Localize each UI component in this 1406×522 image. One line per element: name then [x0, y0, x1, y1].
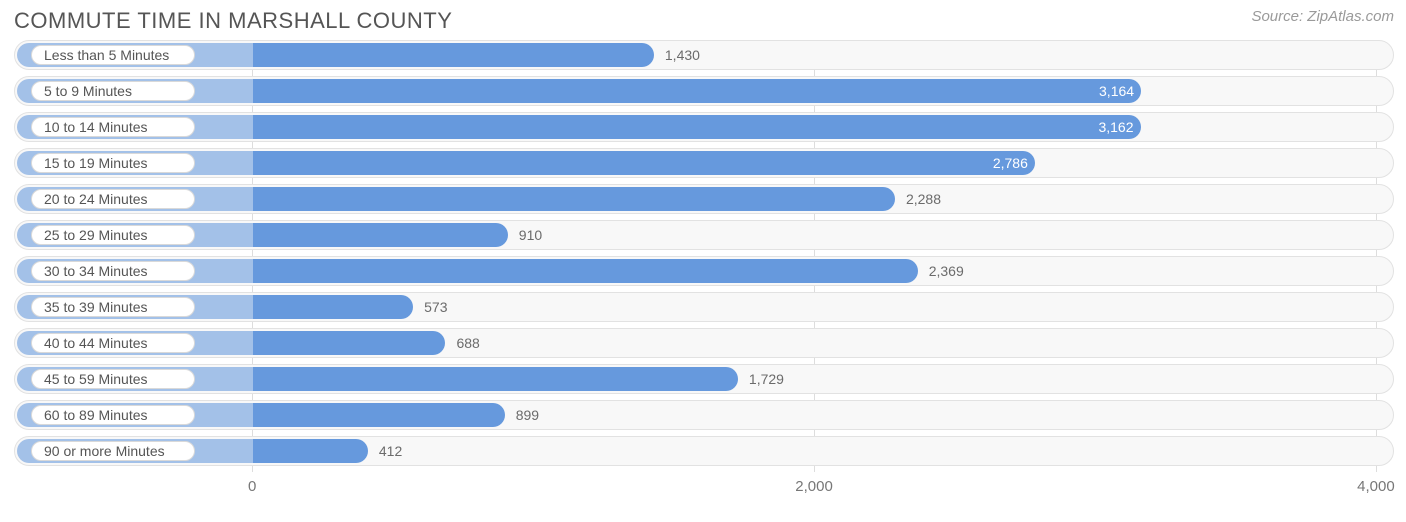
bar-row: Less than 5 Minutes 1,430 — [14, 40, 1394, 70]
category-label: 60 to 89 Minutes — [44, 407, 148, 423]
category-pill: 60 to 89 Minutes — [31, 405, 195, 425]
category-pill: 25 to 29 Minutes — [31, 225, 195, 245]
bar-row: 25 to 29 Minutes 910 — [14, 220, 1394, 250]
category-label: 45 to 59 Minutes — [44, 371, 148, 387]
category-pill: 5 to 9 Minutes — [31, 81, 195, 101]
category-pill: 35 to 39 Minutes — [31, 297, 195, 317]
category-label: 90 or more Minutes — [44, 443, 165, 459]
value-label: 688 — [456, 329, 479, 357]
category-label: 15 to 19 Minutes — [44, 155, 148, 171]
value-label: 3,164 — [1099, 77, 1134, 105]
bar-row: 35 to 39 Minutes 573 — [14, 292, 1394, 322]
bar-row: 20 to 24 Minutes 2,288 — [14, 184, 1394, 214]
category-pill: 40 to 44 Minutes — [31, 333, 195, 353]
bar-row: 10 to 14 Minutes 3,162 — [14, 112, 1394, 142]
category-label: 30 to 34 Minutes — [44, 263, 148, 279]
value-label: 2,288 — [906, 185, 941, 213]
category-label: Less than 5 Minutes — [44, 47, 169, 63]
bar-row: 30 to 34 Minutes 2,369 — [14, 256, 1394, 286]
x-tick-label: 0 — [248, 478, 256, 495]
value-label: 1,430 — [665, 41, 700, 69]
category-pill: 15 to 19 Minutes — [31, 153, 195, 173]
category-pill: 45 to 59 Minutes — [31, 369, 195, 389]
x-tick-label: 2,000 — [795, 478, 833, 495]
value-label: 899 — [516, 401, 539, 429]
value-label: 910 — [519, 221, 542, 249]
value-label: 1,729 — [749, 365, 784, 393]
category-pill: 30 to 34 Minutes — [31, 261, 195, 281]
bars-wrap: Less than 5 Minutes 1,430 5 to 9 Minutes 3,… — [14, 40, 1394, 498]
x-axis: 0 2,000 4,000 — [14, 476, 1394, 498]
bar-row: 15 to 19 Minutes 2,786 — [14, 148, 1394, 178]
x-tick-label: 4,000 — [1357, 478, 1395, 495]
category-label: 40 to 44 Minutes — [44, 335, 148, 351]
category-pill: 10 to 14 Minutes — [31, 117, 195, 137]
value-label: 573 — [424, 293, 447, 321]
bar-row: 90 or more Minutes 412 — [14, 436, 1394, 466]
category-label: 25 to 29 Minutes — [44, 227, 148, 243]
bar-row: 5 to 9 Minutes 3,164 — [14, 76, 1394, 106]
chart-area: Less than 5 Minutes 1,430 5 to 9 Minutes 3,… — [14, 40, 1394, 498]
category-pill: 20 to 24 Minutes — [31, 189, 195, 209]
category-pill: Less than 5 Minutes — [31, 45, 195, 65]
value-label: 2,786 — [993, 149, 1028, 177]
bar-row: 40 to 44 Minutes 688 — [14, 328, 1394, 358]
category-label: 35 to 39 Minutes — [44, 299, 148, 315]
category-label: 20 to 24 Minutes — [44, 191, 148, 207]
chart-header: COMMUTE TIME IN MARSHALL COUNTY Source: … — [14, 8, 1394, 40]
bar-row: 60 to 89 Minutes 899 — [14, 400, 1394, 430]
category-label: 10 to 14 Minutes — [44, 119, 148, 135]
chart-title: COMMUTE TIME IN MARSHALL COUNTY — [14, 8, 452, 34]
value-label: 2,369 — [929, 257, 964, 285]
bar-row: 45 to 59 Minutes 1,729 — [14, 364, 1394, 394]
chart-container: COMMUTE TIME IN MARSHALL COUNTY Source: … — [0, 0, 1406, 510]
category-label: 5 to 9 Minutes — [44, 83, 132, 99]
value-label: 3,162 — [1098, 113, 1133, 141]
value-label: 412 — [379, 437, 402, 465]
category-pill: 90 or more Minutes — [31, 441, 195, 461]
chart-source: Source: ZipAtlas.com — [1251, 8, 1394, 25]
